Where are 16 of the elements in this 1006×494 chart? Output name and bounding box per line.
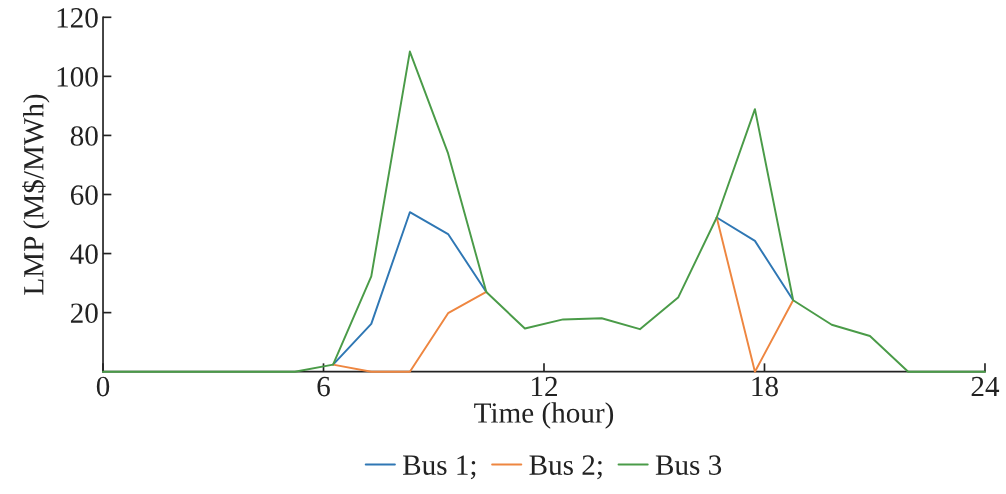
- legend-label: Bus 3: [655, 455, 722, 475]
- y-tick-label: 80: [70, 126, 98, 146]
- x-tick-label: 6: [317, 376, 330, 397]
- y-tick-label: 60: [70, 185, 98, 205]
- legend-label: Bus 1;: [403, 455, 476, 480]
- x-tick-label: 12: [531, 376, 557, 397]
- y-tick-label: 20: [70, 303, 98, 324]
- x-tick-label: 24: [971, 376, 1000, 397]
- x-axis-title: Time (hour): [474, 402, 614, 429]
- x-tick-label: 0: [96, 376, 110, 397]
- legend-label: Bus 2;: [529, 455, 602, 480]
- y-tick-label: 100: [57, 67, 98, 87]
- y-tick-label: 40: [70, 244, 98, 264]
- y-tick-label: 120: [57, 8, 98, 28]
- x-tick-label: 18: [752, 376, 778, 397]
- y-axis-title: LMP (M$/MWh): [22, 94, 50, 295]
